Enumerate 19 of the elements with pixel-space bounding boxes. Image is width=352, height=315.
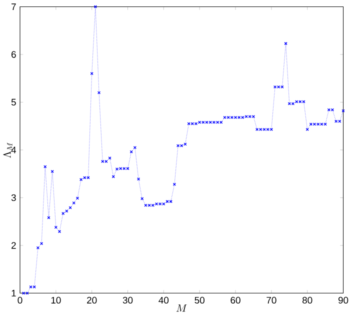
- y-tick-label: 4: [11, 146, 16, 154]
- x-axis-title: $M$: [176, 304, 187, 312]
- y-tick-label: 5: [11, 98, 16, 106]
- x-tick-label: 30: [122, 296, 133, 304]
- y-tick-label: 3: [11, 194, 16, 201]
- y-axis-title: $\Lambda_M$: [3, 142, 12, 158]
- y-tick-label: 7: [12, 3, 16, 10]
- x-tick-label: 50: [194, 296, 204, 304]
- x-tick-label: 60: [230, 296, 240, 304]
- x-tick-label: 10: [51, 296, 61, 304]
- x-tick-label: 80: [302, 296, 312, 304]
- y-tick-label: 6: [12, 51, 16, 58]
- x-tick-label: 40: [158, 296, 169, 304]
- x-tick-label: 20: [87, 296, 97, 304]
- x-tick-label: 70: [266, 296, 276, 304]
- y-tick-label: 1: [12, 290, 16, 296]
- x-tick-label: 0: [18, 296, 22, 304]
- y-tick-label: 2: [12, 242, 16, 249]
- x-tick-label: 90: [338, 296, 348, 304]
